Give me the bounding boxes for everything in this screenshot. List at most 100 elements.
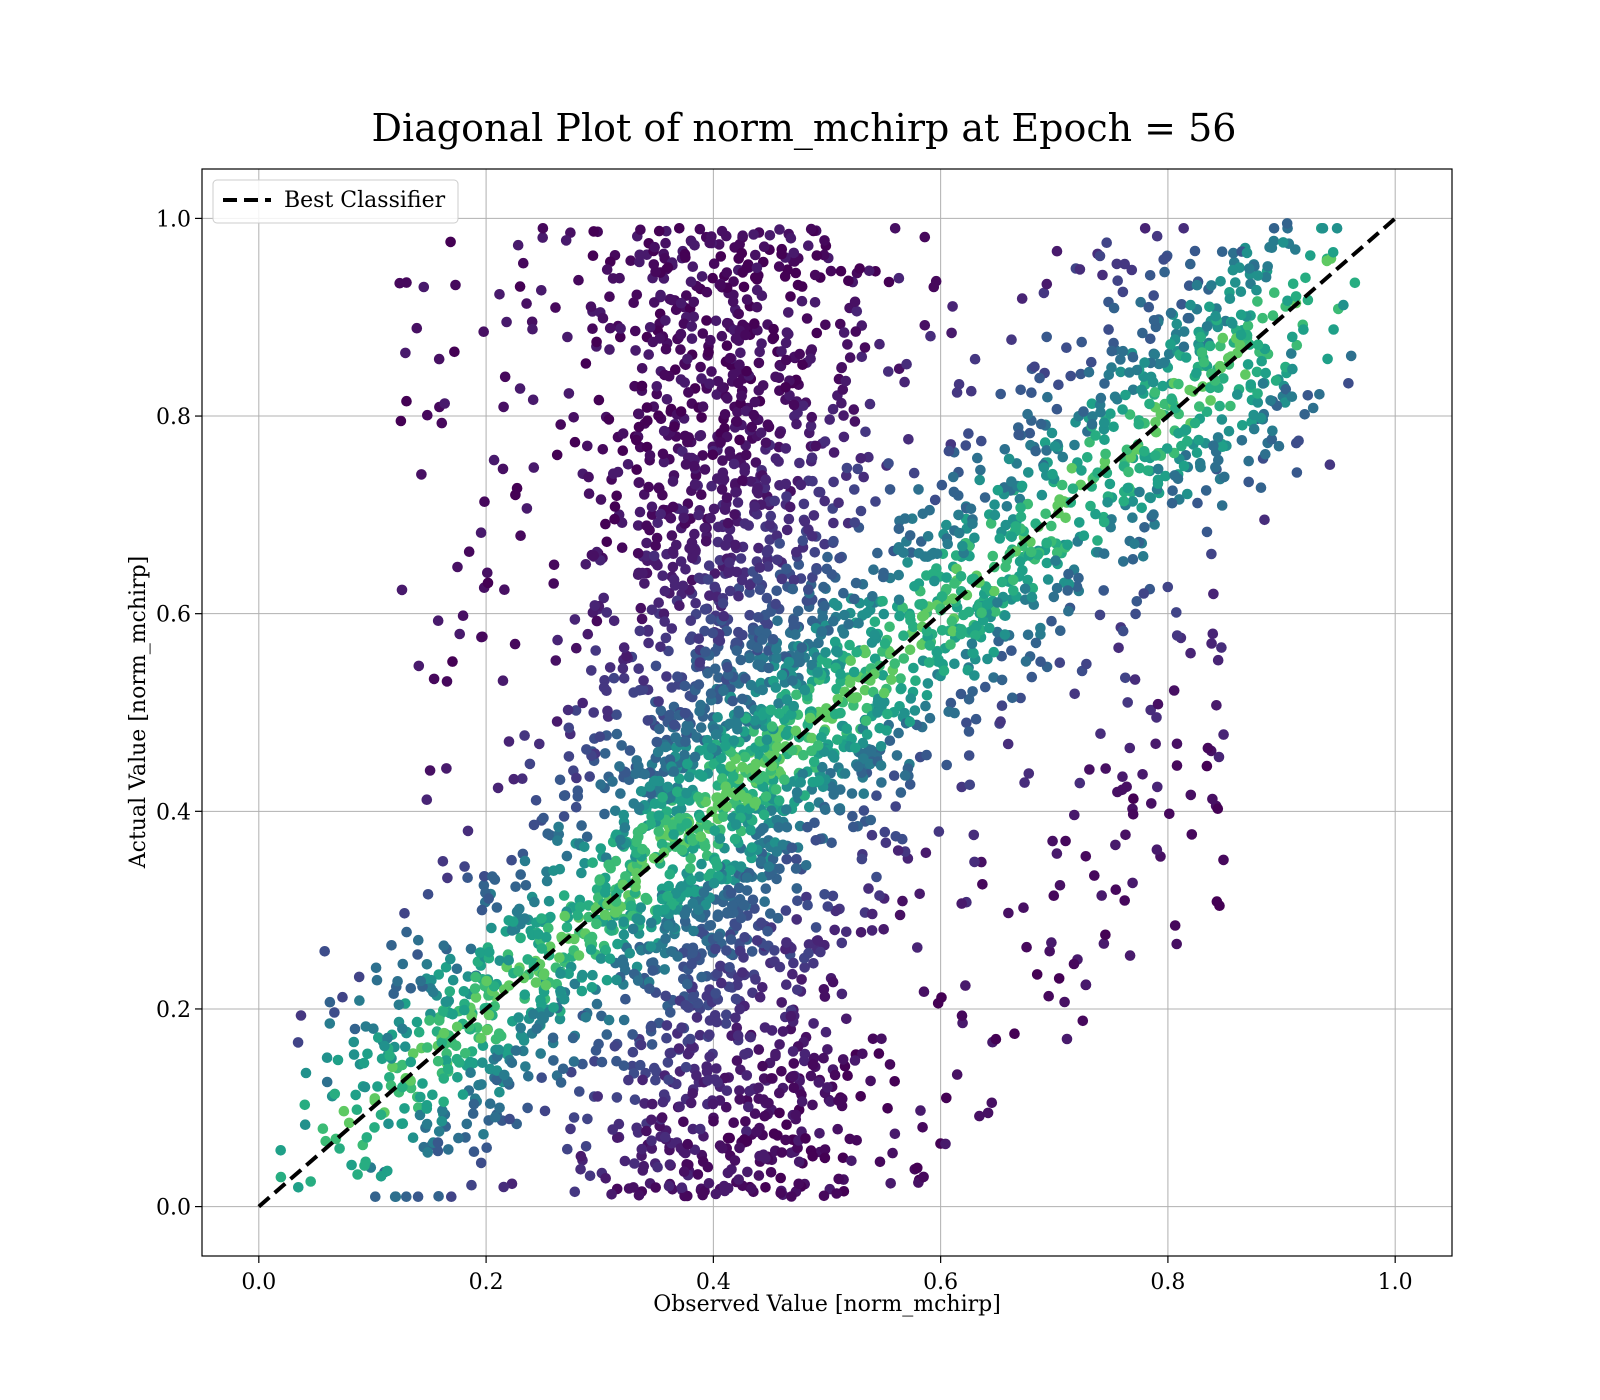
scatter-point	[608, 672, 620, 684]
scatter-point	[1204, 301, 1215, 313]
scatter-point	[646, 917, 657, 929]
scatter-point	[705, 614, 717, 625]
scatter-point	[1201, 406, 1213, 418]
scatter-point	[905, 547, 917, 558]
scatter-point	[800, 1133, 811, 1144]
scatter-point	[1101, 237, 1112, 248]
scatter-point	[503, 736, 515, 747]
scatter-point	[1291, 339, 1303, 351]
scatter-point	[638, 1160, 650, 1172]
scatter-point	[1080, 979, 1092, 990]
scatter-point	[351, 1104, 363, 1115]
scatter-point	[395, 415, 407, 427]
scatter-point	[711, 389, 723, 400]
scatter-point	[1343, 378, 1354, 389]
scatter-point	[632, 975, 644, 986]
scatter-point	[494, 955, 506, 966]
scatter-point	[1206, 548, 1217, 560]
scatter-point	[807, 1059, 819, 1070]
scatter-point	[895, 673, 906, 684]
scatter-point	[779, 271, 791, 282]
scatter-point	[1090, 430, 1101, 441]
scatter-point	[433, 1191, 444, 1202]
scatter-point	[598, 592, 609, 604]
scatter-point	[819, 889, 830, 900]
scatter-point	[1044, 945, 1055, 957]
scatter-point	[334, 1143, 345, 1154]
scatter-point	[679, 377, 690, 388]
scatter-point	[825, 265, 837, 277]
scatter-point	[582, 1113, 593, 1125]
scatter-point	[483, 893, 495, 904]
scatter-point	[1015, 511, 1027, 523]
scatter-point	[1189, 245, 1201, 257]
scatter-point	[841, 926, 852, 938]
scatter-point	[668, 829, 679, 840]
scatter-point	[794, 457, 805, 469]
scatter-point	[746, 842, 758, 853]
scatter-point	[1223, 425, 1235, 437]
scatter-point	[829, 924, 840, 936]
scatter-point	[1074, 777, 1086, 789]
scatter-point	[821, 703, 832, 714]
scatter-point	[788, 574, 800, 586]
scatter-point	[1185, 789, 1197, 801]
scatter-point	[1137, 327, 1148, 339]
scatter-point	[1260, 271, 1272, 283]
scatter-point	[616, 542, 628, 553]
scatter-point	[745, 1031, 756, 1043]
scatter-point	[1163, 348, 1175, 360]
scatter-point	[1100, 763, 1111, 774]
scatter-point	[781, 853, 792, 865]
scatter-point	[751, 1126, 762, 1137]
scatter-point	[1185, 647, 1196, 659]
scatter-point	[672, 786, 683, 798]
scatter-point	[597, 444, 609, 455]
scatter-point	[389, 1191, 401, 1202]
scatter-point	[515, 932, 526, 944]
scatter-point	[717, 382, 728, 393]
scatter-point	[1021, 941, 1032, 953]
scatter-point	[710, 1188, 722, 1200]
scatter-point	[414, 1109, 426, 1121]
scatter-point	[659, 904, 670, 915]
scatter-point	[904, 644, 916, 656]
scatter-point	[848, 821, 859, 833]
scatter-point	[476, 1079, 487, 1090]
scatter-point	[731, 645, 743, 656]
scatter-point	[689, 240, 700, 251]
scatter-point	[901, 358, 912, 370]
scatter-point	[1041, 557, 1053, 569]
scatter-point	[457, 1089, 469, 1100]
scatter-point	[1041, 445, 1052, 456]
scatter-point	[995, 716, 1006, 727]
scatter-point	[790, 1109, 802, 1121]
scatter-point	[1069, 688, 1080, 700]
scatter-point	[579, 841, 590, 853]
scatter-point	[694, 871, 705, 882]
scatter-point	[354, 995, 365, 1006]
scatter-point	[558, 890, 570, 901]
scatter-point	[799, 1048, 811, 1060]
scatter-point	[577, 1058, 588, 1070]
scatter-point	[1008, 585, 1019, 596]
scatter-point	[878, 924, 889, 935]
scatter-point	[932, 998, 944, 1009]
scatter-point	[755, 917, 767, 928]
scatter-point	[809, 269, 821, 281]
scatter-point	[550, 302, 561, 313]
scatter-point	[712, 860, 723, 872]
scatter-point	[757, 684, 768, 696]
scatter-point	[412, 949, 423, 960]
scatter-point	[689, 751, 701, 763]
scatter-point	[688, 311, 700, 323]
scatter-point	[476, 904, 488, 916]
scatter-point	[1019, 583, 1031, 595]
scatter-point	[1277, 237, 1289, 248]
scatter-point	[633, 421, 645, 433]
scatter-point	[850, 326, 862, 337]
scatter-point	[735, 945, 746, 957]
scatter-point	[680, 1061, 692, 1073]
scatter-point	[960, 440, 972, 451]
scatter-point	[550, 655, 562, 666]
